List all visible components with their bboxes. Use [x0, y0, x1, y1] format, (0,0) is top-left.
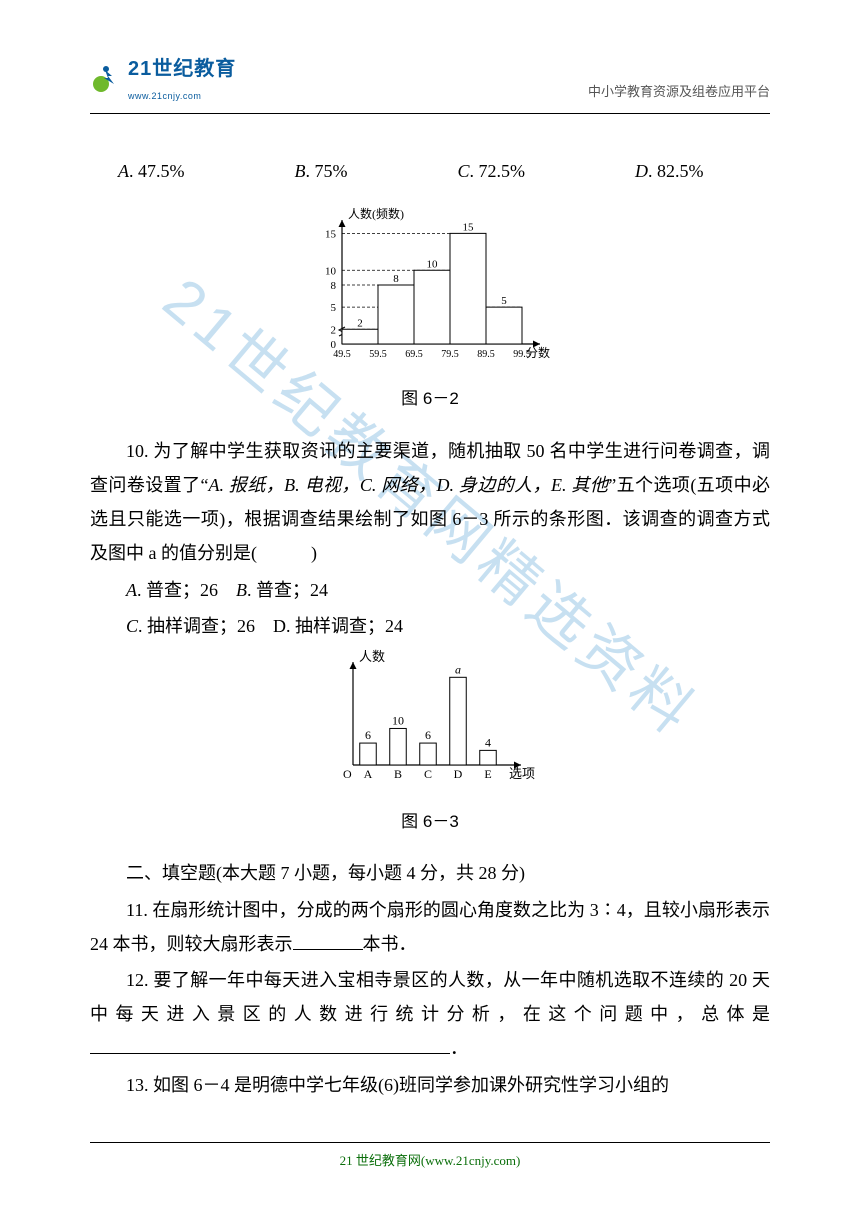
q9-opt-c: 72.5%	[479, 161, 526, 181]
header-subtitle: 中小学教育资源及组卷应用平台	[588, 80, 770, 105]
svg-text:15: 15	[325, 229, 337, 241]
logo: 21世纪教育 www.21cnjy.com	[90, 50, 236, 105]
svg-text:E: E	[484, 767, 491, 781]
q10-options-row1: A. 普查；26 B. 普查；24	[90, 573, 770, 607]
q10-options-row2: C. 抽样调查；26 D. 抽样调查；24	[90, 609, 770, 643]
q9-opt-d: 82.5%	[657, 161, 704, 181]
svg-text:49.5: 49.5	[333, 349, 351, 360]
logo-icon	[90, 62, 122, 94]
svg-text:D: D	[454, 767, 463, 781]
svg-text:59.5: 59.5	[369, 349, 387, 360]
q9-options: A. 47.5% B. 75% C. 72.5% D. 82.5%	[90, 154, 770, 188]
svg-text:8: 8	[393, 273, 399, 285]
svg-text:分数: 分数	[526, 345, 550, 360]
q12-blank	[90, 1036, 450, 1054]
svg-text:O: O	[343, 767, 352, 781]
q9-caption: 图 6－2	[90, 383, 770, 415]
q9-chart: 02581015281015549.559.569.579.589.599.5人…	[90, 204, 770, 375]
q11: 11. 在扇形统计图中，分成的两个扇形的圆心角度数之比为 3∶4，且较小扇形表示…	[90, 893, 770, 961]
svg-text:10: 10	[427, 259, 439, 271]
svg-text:79.5: 79.5	[441, 349, 459, 360]
svg-text:a: a	[455, 662, 461, 676]
svg-text:B: B	[394, 767, 402, 781]
svg-text:2: 2	[357, 318, 363, 330]
header-rule	[90, 113, 770, 114]
footer: 21 世纪教育网(www.21cnjy.com)	[90, 1142, 770, 1174]
svg-text:69.5: 69.5	[405, 349, 423, 360]
svg-text:选项: 选项	[509, 766, 535, 781]
svg-text:A: A	[364, 767, 373, 781]
q10-chart: O 6 A 10 B 6 Ca D 4 E 人数选项	[90, 647, 770, 798]
svg-text:10: 10	[325, 266, 337, 278]
svg-text:4: 4	[485, 735, 491, 749]
q11-blank	[293, 932, 363, 950]
q12: 12. 要了解一年中每天进入宝相寺景区的人数，从一年中随机选取不连续的 20 天…	[90, 963, 770, 1066]
svg-text:C: C	[424, 767, 432, 781]
q9-opt-b: 75%	[315, 161, 348, 181]
q9-opt-a: 47.5%	[138, 161, 185, 181]
svg-text:6: 6	[365, 728, 371, 742]
svg-text:2: 2	[331, 325, 337, 337]
svg-text:人数: 人数	[359, 649, 385, 664]
svg-text:人数(频数): 人数(频数)	[348, 206, 404, 221]
logo-title: 21世纪教育	[128, 50, 236, 88]
svg-text:6: 6	[425, 728, 431, 742]
svg-text:15: 15	[463, 222, 475, 234]
q10-text: 10. 为了解中学生获取资讯的主要渠道，随机抽取 50 名中学生进行问卷调查，调…	[90, 434, 770, 571]
logo-url: www.21cnjy.com	[128, 88, 236, 105]
section2-title: 二、填空题(本大题 7 小题，每小题 4 分，共 28 分)	[90, 856, 770, 890]
svg-text:8: 8	[331, 280, 337, 292]
svg-text:89.5: 89.5	[477, 349, 495, 360]
svg-text:5: 5	[501, 295, 507, 307]
svg-text:5: 5	[331, 302, 337, 314]
q10-caption: 图 6－3	[90, 806, 770, 838]
svg-text:10: 10	[392, 713, 404, 727]
q13: 13. 如图 6－4 是明德中学七年级(6)班同学参加课外研究性学习小组的	[90, 1068, 770, 1102]
page-header: 21世纪教育 www.21cnjy.com 中小学教育资源及组卷应用平台	[90, 50, 770, 105]
